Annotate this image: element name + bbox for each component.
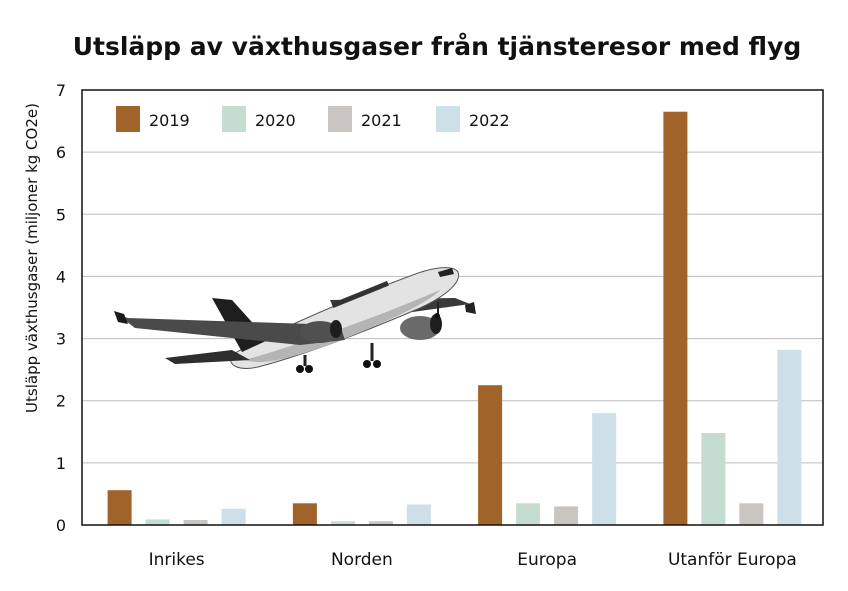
plot-frame: [81, 89, 824, 526]
bar-2022-1: [406, 504, 431, 525]
bar-2022-0: [221, 508, 246, 525]
legend-label: 2022: [469, 111, 510, 130]
bar-2021-3: [739, 503, 764, 526]
x-category-label: Utanför Europa: [668, 550, 797, 570]
x-category-label: Norden: [331, 550, 393, 570]
legend: 2019 2020 2021 2022: [116, 106, 510, 132]
bar-2021-1: [368, 521, 393, 525]
bar-2020-1: [330, 521, 355, 525]
bar-2019-2: [478, 385, 503, 525]
x-category-label: Inrikes: [149, 550, 205, 570]
bar-2019-0: [107, 490, 132, 525]
legend-swatch-2021: [328, 106, 352, 132]
legend-label: 2020: [255, 111, 296, 130]
y-axis-label: Utsläpp växthusgaser (miljoner kg CO2e): [23, 103, 41, 413]
y-tick-label: 4: [56, 267, 66, 286]
legend-swatch-2019: [116, 106, 140, 132]
y-tick-label: 5: [56, 205, 66, 224]
y-tick-label: 2: [56, 392, 66, 411]
legend-swatch-2020: [222, 106, 246, 132]
bar-2021-0: [183, 520, 208, 525]
legend-label: 2019: [149, 111, 190, 130]
airplane-illustration: [114, 267, 476, 373]
x-axis-categories: Inrikes Norden Europa Utanför Europa: [149, 550, 797, 570]
y-tick-label: 6: [56, 143, 66, 162]
bar-2019-3: [663, 111, 688, 525]
legend-label: 2021: [361, 111, 402, 130]
bar-2020-2: [516, 503, 541, 526]
bar-2020-3: [701, 433, 726, 525]
x-category-label: Europa: [517, 550, 577, 570]
y-axis-ticks: 0 1 2 3 4 5 6 7: [56, 81, 66, 535]
legend-swatch-2022: [436, 106, 460, 132]
y-tick-label: 1: [56, 454, 66, 473]
gridlines: [82, 151, 823, 464]
bar-2022-3: [777, 349, 802, 525]
bar-2019-1: [292, 503, 317, 526]
bar-2021-2: [554, 506, 579, 525]
y-tick-label: 7: [56, 81, 66, 100]
bar-2022-2: [592, 413, 617, 525]
y-tick-label: 3: [56, 330, 66, 349]
bar-2020-0: [145, 519, 170, 525]
y-tick-label: 0: [56, 516, 66, 535]
chart-title: Utsläpp av växthusgaser från tjänstereso…: [73, 32, 802, 61]
bars: [107, 111, 802, 526]
